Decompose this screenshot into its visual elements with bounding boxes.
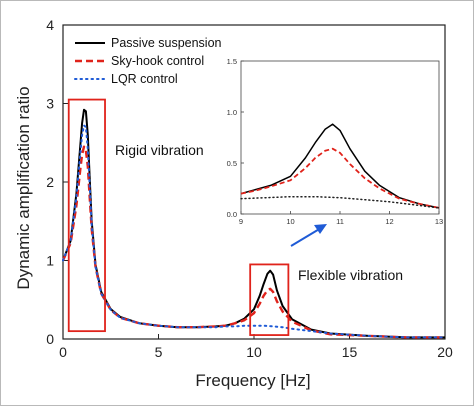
annotation-box: [67, 98, 106, 333]
zoom-arrow-shaft: [290, 227, 322, 247]
inset-plot: 9 10 11 12 13 0.0 0.5 1.0 1.5: [227, 57, 444, 226]
inset-y-tick-label: 1.5: [227, 57, 237, 66]
inset-series-line-2: [240, 195, 440, 209]
x-tick-label: 5: [155, 344, 163, 360]
annotation-box: [249, 263, 290, 336]
y-axis-title: Dynamic amplification ratio: [14, 86, 33, 289]
main-series: [61, 108, 446, 339]
legend-label-skyhook: Sky-hook control: [111, 54, 204, 68]
x-axis-title: Frequency [Hz]: [195, 371, 310, 390]
legend-label-passive: Passive suspension: [111, 36, 222, 50]
inset-x-tick-label: 10: [286, 217, 294, 226]
x-tick-label: 20: [437, 344, 453, 360]
inset-x-tick-label: 11: [336, 217, 344, 226]
y-tick-label: 1: [46, 253, 54, 269]
zoom-arrow: [290, 224, 327, 247]
inset-series: [240, 123, 440, 209]
inset-x-tick-label: 12: [385, 217, 393, 226]
y-tick-label: 3: [46, 96, 54, 112]
annotation-label: Flexible vibration: [298, 267, 403, 283]
legend-label-lqr: LQR control: [111, 72, 178, 86]
series-line-2: [62, 124, 446, 339]
legend: Passive suspension Sky-hook control LQR …: [74, 36, 222, 86]
inset-ticks: 9 10 11 12 13 0.0 0.5 1.0 1.5: [227, 57, 444, 226]
inset-plot-box: [240, 60, 440, 215]
inset-y-tick-label: 0.0: [227, 210, 237, 219]
inset-y-tick-label: 1.0: [227, 108, 237, 117]
x-tick-label: 10: [246, 344, 262, 360]
inset-series-line-1: [240, 147, 440, 209]
y-tick-label: 0: [46, 331, 54, 347]
inset-x-tick-label: 9: [239, 217, 243, 226]
main-annotations: Rigid vibration Flexible vibration: [67, 98, 403, 336]
inset-series-line-0: [240, 123, 440, 209]
inset-x-tick-label: 13: [435, 217, 443, 226]
inset-y-tick-label: 0.5: [227, 159, 237, 168]
x-tick-label: 15: [342, 344, 358, 360]
y-tick-label: 4: [46, 17, 54, 33]
annotation-label: Rigid vibration: [115, 142, 204, 158]
zoom-arrow-head: [314, 224, 327, 234]
y-tick-label: 2: [46, 174, 54, 190]
x-tick-label: 0: [59, 344, 67, 360]
